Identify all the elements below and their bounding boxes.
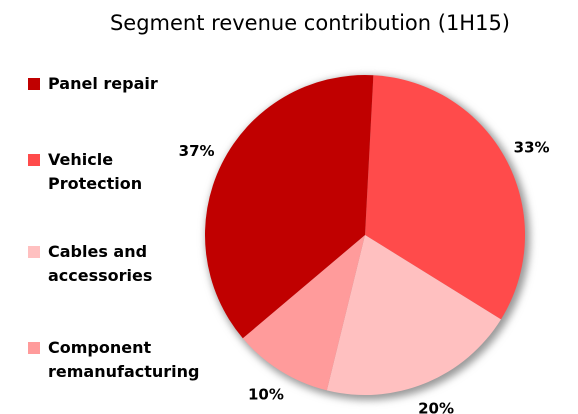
data-label: 37% [179,142,215,160]
legend-swatch [28,154,40,166]
pie-slice [242,235,365,391]
pie-slice [326,235,501,395]
data-label: 10% [248,385,284,403]
legend-label: Vehicle Protection [48,150,143,193]
legend-swatch [28,246,40,258]
pie-slice [365,75,526,320]
legend-label: Panel repair [48,74,158,93]
data-label: 20% [418,400,454,414]
legend-item: Component remanufacturing [28,336,200,384]
legend-swatch [28,78,40,90]
legend-item: Vehicle Protection [28,148,178,196]
legend-item: Panel repair [28,72,178,96]
pie-slice [204,75,374,339]
legend-item: Cables and accessories [28,240,178,288]
data-label: 33% [514,138,550,156]
legend-label: Component remanufacturing [48,338,200,381]
legend-swatch [28,342,40,354]
legend-label: Cables and accessories [48,242,153,285]
legend: Panel repair Vehicle Protection Cables and… [28,72,200,384]
chart-title: Segment revenue contribution (1H15) [110,11,510,35]
